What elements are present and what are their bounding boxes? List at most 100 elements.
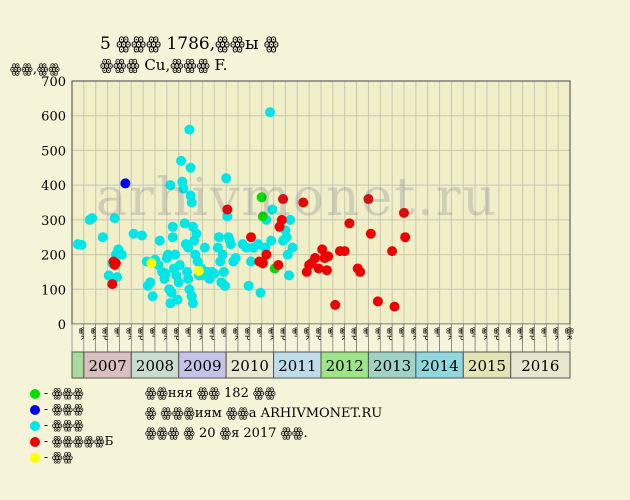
- year-label: 2016: [521, 357, 559, 375]
- month-tick-label: ꙮк: [197, 327, 207, 341]
- data-point: [246, 256, 257, 267]
- month-tick-label: ꙮг: [220, 327, 230, 340]
- y-axis-label: ꙮꙮ,ꙮꙮ: [10, 62, 60, 77]
- month-tick-label: ꙮк: [90, 327, 100, 341]
- month-tick-label: ꙮг: [149, 327, 159, 340]
- y-tick-label: 200: [41, 249, 66, 264]
- data-point: [273, 259, 284, 270]
- data-point: [225, 239, 236, 250]
- legend-item-2: - ꙮꙮꙮ: [30, 402, 84, 416]
- month-tick-label: ꙮк: [268, 327, 278, 341]
- data-point: [191, 228, 202, 239]
- month-tick-label: ꙮр: [315, 327, 325, 341]
- data-point: [166, 287, 177, 298]
- data-point: [172, 294, 183, 305]
- data-point: [355, 266, 366, 277]
- data-point: [221, 173, 232, 184]
- data-point: [243, 280, 254, 291]
- data-point: [219, 280, 230, 291]
- month-tick-label: ꙮр: [386, 327, 396, 341]
- legend-item-4: - ꙮꙮꙮꙮꙮБ: [30, 434, 113, 448]
- data-point: [179, 218, 190, 229]
- data-point: [103, 270, 114, 281]
- year-label: 2007: [88, 357, 126, 375]
- y-tick-label: 500: [41, 144, 66, 159]
- data-point: [165, 180, 176, 191]
- month-tick-label: ꙮг: [114, 327, 124, 340]
- month-tick-label: ꙮр: [173, 327, 183, 341]
- data-point: [281, 232, 292, 243]
- chart-subtitle: ꙮꙮꙮ Cu,ꙮꙮꙮ F.: [100, 56, 228, 74]
- data-point: [256, 192, 267, 203]
- data-point: [310, 253, 321, 264]
- data-point: [339, 246, 350, 257]
- data-point: [246, 232, 257, 243]
- month-tick-label: ꙮр: [102, 327, 112, 341]
- chart-title: 5 ꙮꙮꙮ 1786,ꙮꙮы ꙮ: [100, 34, 279, 54]
- month-tick-label: ꙮг: [398, 327, 408, 340]
- data-point: [146, 258, 157, 269]
- data-point: [173, 277, 184, 288]
- data-point: [218, 266, 229, 277]
- data-point: [199, 242, 210, 253]
- data-point: [109, 213, 120, 224]
- month-tick-label: ꙮк: [564, 327, 574, 341]
- data-point: [313, 263, 324, 274]
- data-point: [230, 253, 241, 264]
- y-tick-label: 600: [41, 110, 66, 125]
- data-point: [330, 299, 341, 310]
- data-point: [372, 296, 383, 307]
- data-point: [317, 244, 328, 255]
- data-point: [154, 235, 165, 246]
- year-cell: [510, 351, 571, 379]
- year-label: 2012: [326, 357, 364, 375]
- data-point: [400, 232, 411, 243]
- legend-label: - ꙮꙮꙮꙮꙮБ: [44, 434, 114, 448]
- month-tick-label: ꙮк: [161, 327, 171, 341]
- data-point: [214, 232, 225, 243]
- data-point: [145, 277, 156, 288]
- month-tick-label: ꙮк: [232, 327, 242, 341]
- legend-item-3: - ꙮꙮꙮ: [30, 418, 84, 432]
- data-point: [387, 246, 398, 257]
- legend-item-1: - ꙮꙮꙮ: [30, 386, 84, 400]
- data-point: [265, 107, 276, 118]
- month-tick-label: ꙮг: [327, 327, 337, 340]
- data-point: [136, 230, 147, 241]
- data-point: [257, 211, 268, 222]
- data-point: [344, 218, 355, 229]
- year-label: 2013: [373, 357, 411, 375]
- month-tick-label: ꙮк: [339, 327, 349, 341]
- data-point: [176, 155, 187, 166]
- data-point: [147, 291, 158, 302]
- data-point: [278, 194, 289, 205]
- month-tick-label: ꙮр: [351, 327, 361, 341]
- y-tick-label: 0: [58, 318, 66, 333]
- year-cell: [320, 351, 369, 379]
- data-point: [365, 228, 376, 239]
- year-label: 2015: [468, 357, 506, 375]
- data-point: [183, 273, 194, 284]
- data-point: [193, 265, 204, 276]
- month-tick-label: ꙮк: [446, 327, 456, 341]
- data-point: [160, 268, 171, 279]
- month-tick-label: ꙮк: [552, 327, 562, 341]
- legend-label: - ꙮꙮꙮ: [44, 418, 84, 432]
- data-point: [285, 214, 296, 225]
- legend-dot-icon: [30, 452, 40, 463]
- month-tick-label: ꙮр: [493, 327, 503, 341]
- data-point: [183, 242, 194, 253]
- month-tick-label: ꙮг: [291, 327, 301, 340]
- data-point: [170, 249, 181, 260]
- data-point: [323, 251, 334, 262]
- footer-date: ꙮꙮꙮ ꙮ 20 ꙮя 2017 ꙮꙮ.: [145, 426, 308, 441]
- legend-label: - ꙮꙮ: [44, 450, 73, 464]
- month-tick-label: ꙮг: [540, 327, 550, 340]
- y-tick-label: 700: [41, 75, 66, 90]
- year-label: 2008: [136, 357, 174, 375]
- data-point: [116, 249, 127, 260]
- year-label: 2010: [231, 357, 269, 375]
- month-tick-label: ꙮр: [208, 327, 218, 341]
- data-point: [399, 207, 409, 218]
- month-tick-label: ꙮк: [517, 327, 527, 341]
